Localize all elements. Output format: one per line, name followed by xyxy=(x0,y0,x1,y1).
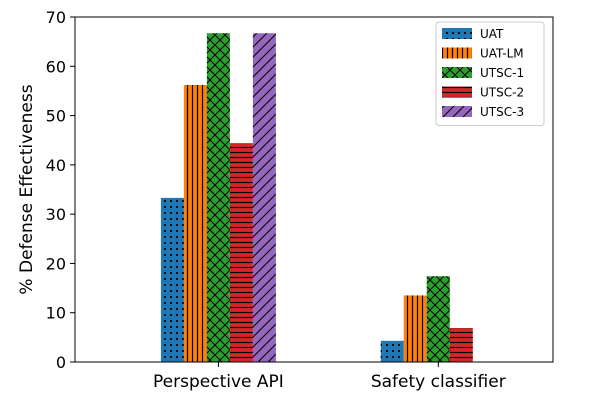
legend-swatch-hatch-uat-lm xyxy=(442,47,472,59)
legend-label-utsc-3: UTSC-3 xyxy=(480,105,524,119)
y-tick-label: 0 xyxy=(56,353,66,372)
bar-hatch-uat-lm-safety-classifier xyxy=(403,295,427,362)
bar-hatch-utsc-3-perspective-api xyxy=(252,33,276,363)
bars-group xyxy=(160,33,473,363)
y-ticks-group: 0 10 20 30 40 50 60 70 xyxy=(46,8,75,372)
legend: UAT UAT-LM UTSC-1 UTSC-2 UTSC-3 xyxy=(435,21,545,126)
bar-hatch-uat-lm-perspective-api xyxy=(183,85,207,362)
legend-swatch-hatch-uat xyxy=(442,28,472,39)
y-tick-label: 20 xyxy=(46,254,66,273)
y-axis-label: % Defense Effectiveness xyxy=(17,84,37,294)
y-tick-label: 40 xyxy=(46,156,66,175)
legend-swatch-hatch-utsc-3 xyxy=(442,106,472,117)
y-tick-label: 70 xyxy=(46,8,66,27)
legend-swatch-hatch-utsc-1 xyxy=(442,67,472,78)
plot-frame xyxy=(74,16,554,363)
bar-hatch-utsc-1-perspective-api xyxy=(206,33,230,363)
y-tick-label: 30 xyxy=(46,205,66,224)
legend-label-utsc-1: UTSC-1 xyxy=(480,66,524,80)
bar-hatch-utsc-1-safety-classifier xyxy=(426,276,450,362)
y-tick-label: 50 xyxy=(46,107,66,126)
bar-hatch-uat-perspective-api xyxy=(160,197,184,362)
legend-label-utsc-2: UTSC-2 xyxy=(480,86,524,100)
y-tick-label: 10 xyxy=(46,304,66,323)
x-tick-label-safety-classifier: Safety classifier xyxy=(371,372,506,392)
bar-hatch-utsc-2-perspective-api xyxy=(229,143,253,362)
x-ticks-group: Perspective API Safety classifier xyxy=(153,362,506,392)
legend-label-uat-lm: UAT-LM xyxy=(480,47,524,61)
legend-swatch-hatch-utsc-2 xyxy=(442,86,472,98)
y-tick-label: 60 xyxy=(46,57,66,76)
x-tick-label-perspective-api: Perspective API xyxy=(153,372,284,392)
bar-hatch-uat-safety-classifier xyxy=(380,340,404,362)
bar-hatch-utsc-2-safety-classifier xyxy=(449,327,473,362)
legend-label-uat: UAT xyxy=(480,27,504,41)
